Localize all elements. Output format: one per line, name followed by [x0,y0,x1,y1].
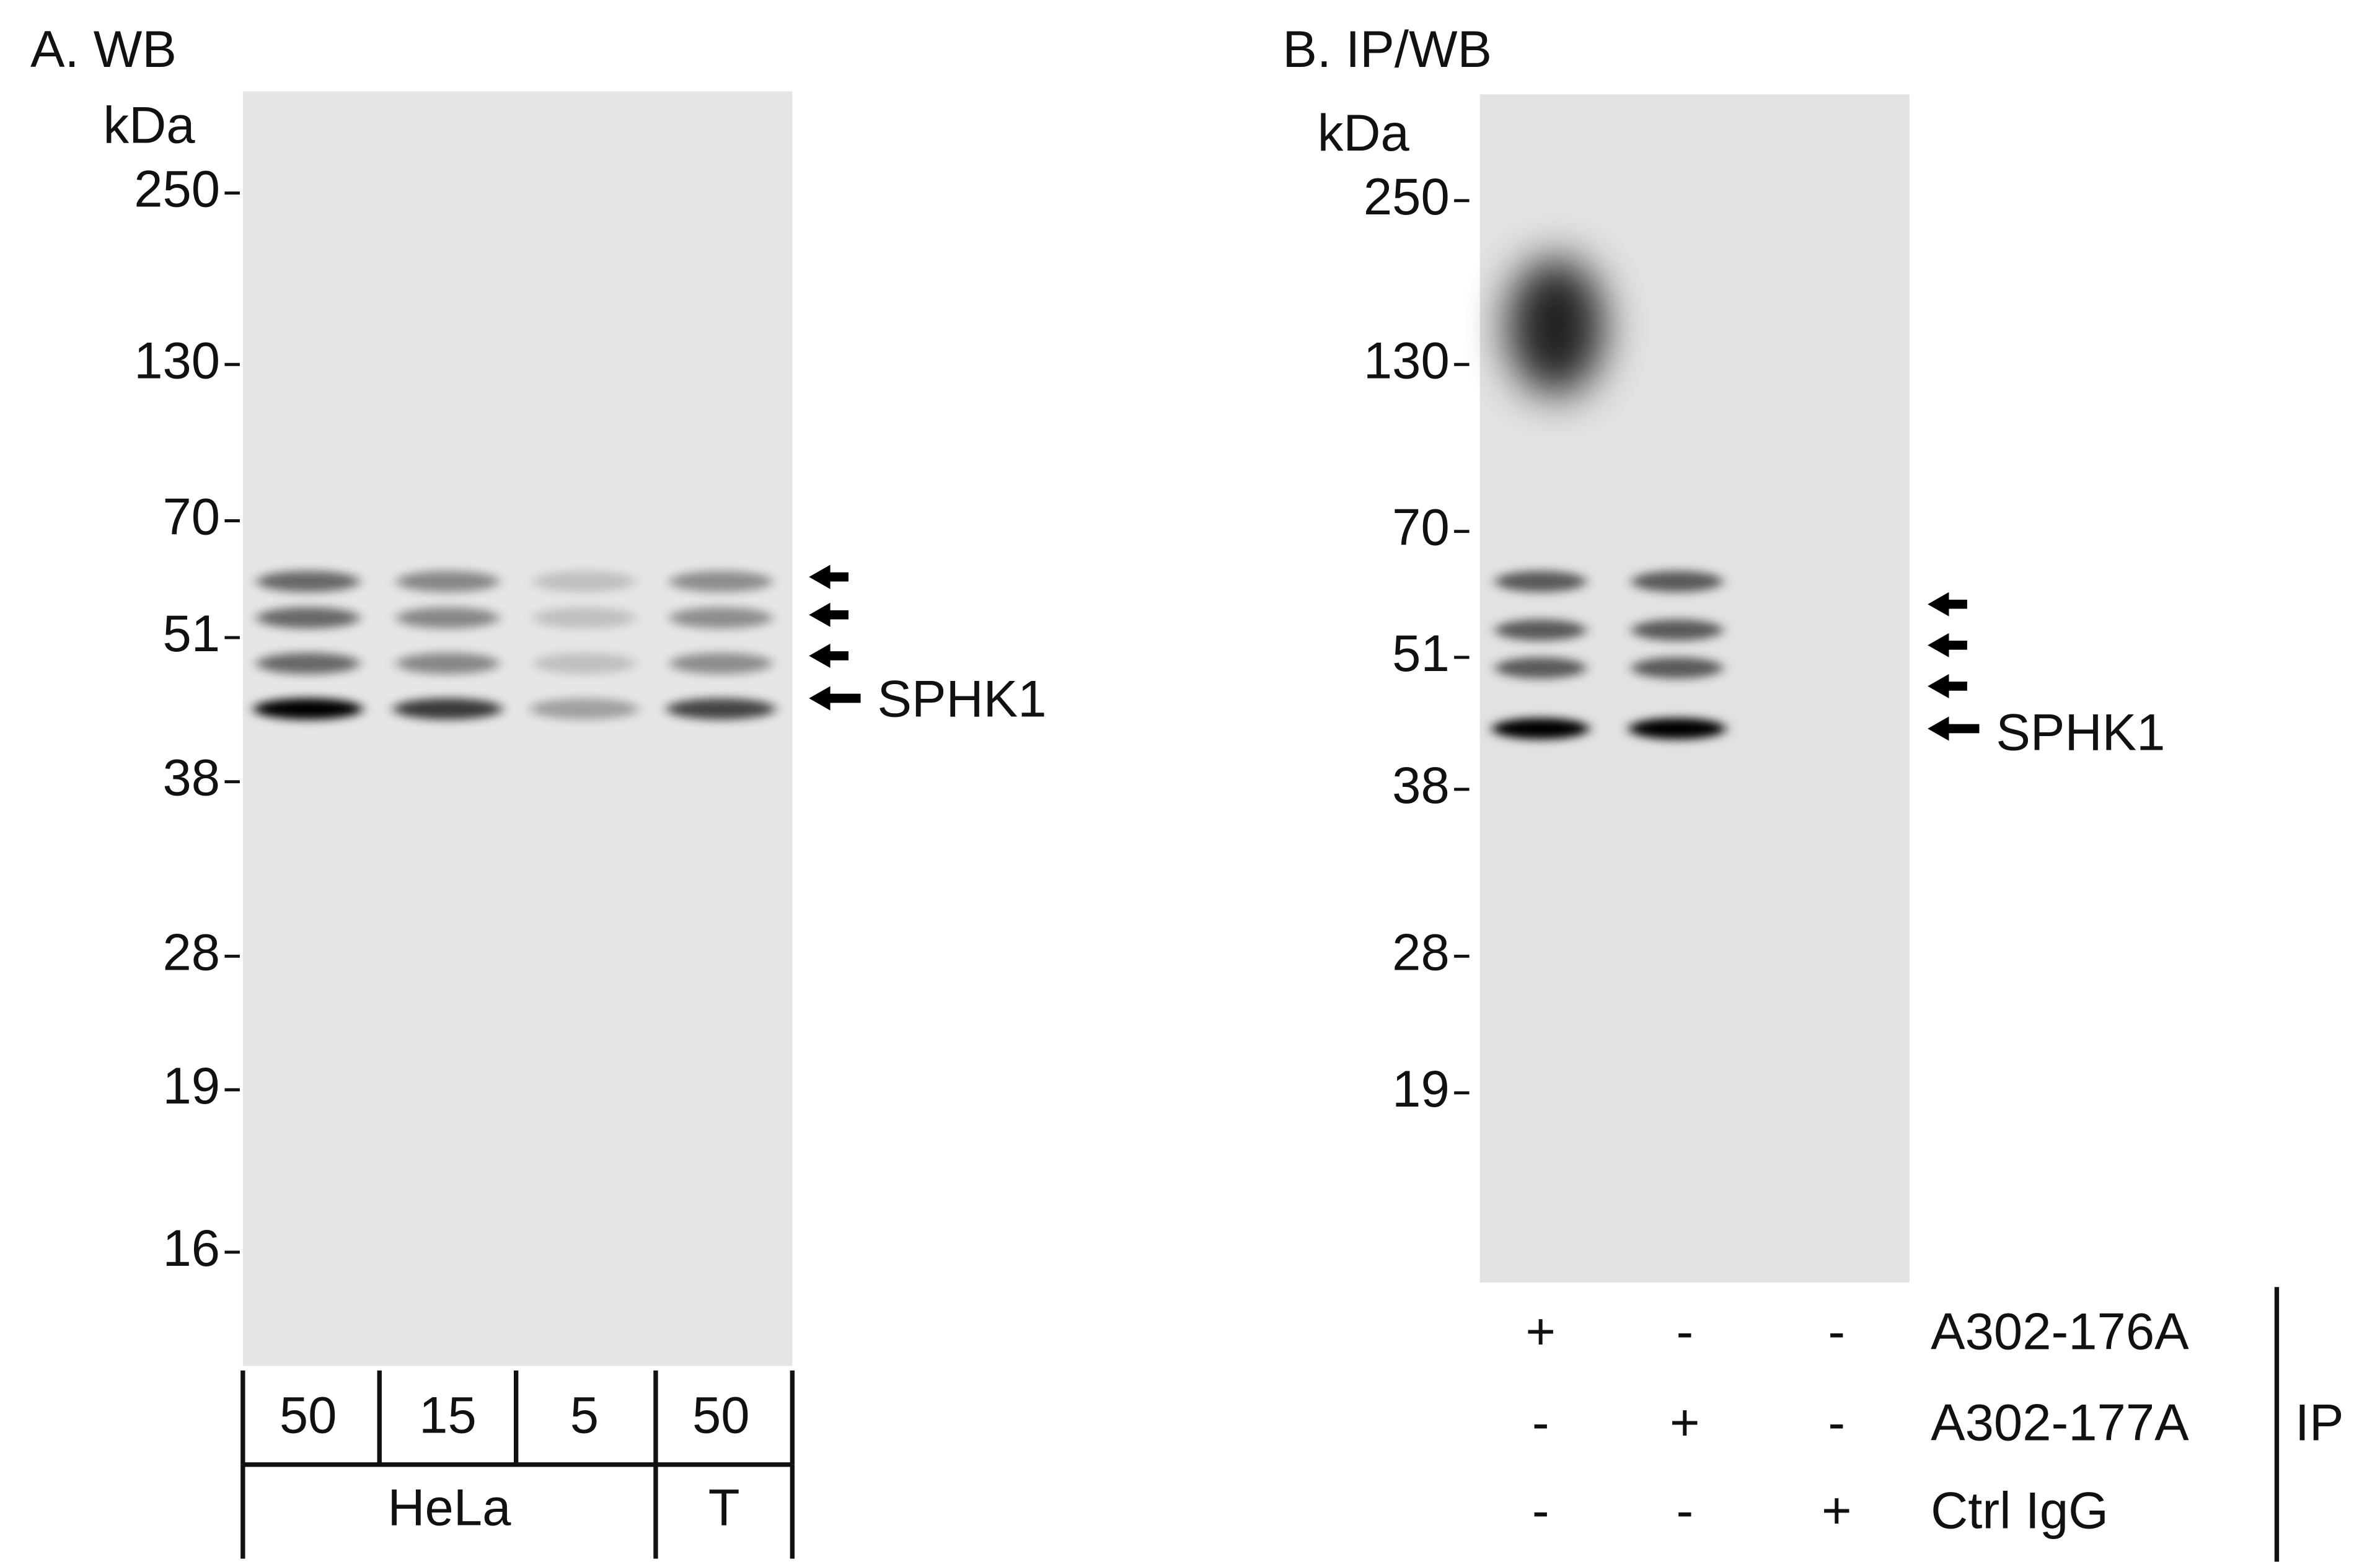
ip-mark: - [1677,1482,1694,1540]
lane-load: 15 [419,1386,477,1444]
marker-label: 38 [162,749,220,807]
arrow [1928,716,1980,741]
band [1495,571,1587,592]
band [396,571,500,592]
group-label: T [708,1479,740,1537]
ip-label: A302-177A [1931,1394,2189,1452]
band [532,607,637,629]
ip-label: A302-176A [1931,1303,2189,1361]
marker-label: 19 [1392,1060,1450,1118]
blot-a [242,91,793,1366]
band [256,607,360,629]
band [253,698,363,720]
band [529,698,640,720]
band [1495,657,1587,679]
protein-label: SPHK1 [878,670,1047,727]
band [396,652,500,674]
lane-load: 50 [280,1386,337,1444]
arrow [809,564,848,589]
band [393,698,503,720]
arrow [1928,592,1967,616]
band [1628,717,1726,740]
marker-label: 250 [134,160,220,218]
band [669,652,773,674]
band [669,607,773,629]
ip-mark: + [1525,1303,1556,1361]
arrow [1928,674,1967,699]
band [1631,619,1723,641]
ip-label: Ctrl IgG [1931,1482,2109,1540]
ip-mark: - [1532,1394,1549,1452]
marker-label: 16 [162,1219,220,1277]
marker-label: 51 [1392,625,1450,682]
ip-mark: + [1670,1394,1700,1452]
marker-label: 28 [1392,923,1450,981]
band [666,698,776,720]
ip-mark: - [1532,1482,1549,1540]
band [1492,717,1590,740]
lane-load: 5 [570,1386,599,1444]
band [1495,619,1587,641]
arrow [809,686,861,711]
ip-mark: - [1828,1303,1845,1361]
band [1631,571,1723,592]
smear [1507,258,1605,395]
lane-load: 50 [692,1386,750,1444]
band [256,571,360,592]
ip-mark: + [1822,1482,1852,1540]
panel-title: B. IP/WB [1282,20,1492,78]
marker-label: 19 [162,1057,220,1115]
marker-label: 130 [1364,331,1450,389]
arrow [809,602,848,627]
band [669,571,773,592]
band [532,571,637,592]
group-label: HeLa [387,1479,511,1537]
bracket-label: IP [2295,1394,2344,1452]
ip-mark: - [1677,1303,1694,1361]
panel-title: A. WB [30,20,177,78]
marker-label: 70 [162,488,220,546]
marker-label: 250 [1364,168,1450,226]
arrow [809,643,848,669]
marker-label: 38 [1392,757,1450,814]
marker-label: 130 [134,331,220,389]
band [256,652,360,674]
unit-label: kDa [1318,104,1410,162]
band [1631,657,1723,679]
ip-mark: - [1828,1394,1845,1452]
marker-label: 28 [162,923,220,981]
marker-label: 70 [1392,499,1450,556]
band [532,652,637,674]
arrow [1928,633,1967,657]
protein-label: SPHK1 [1996,703,2165,761]
unit-label: kDa [104,97,196,154]
marker-label: 51 [162,605,220,662]
band [396,607,500,629]
